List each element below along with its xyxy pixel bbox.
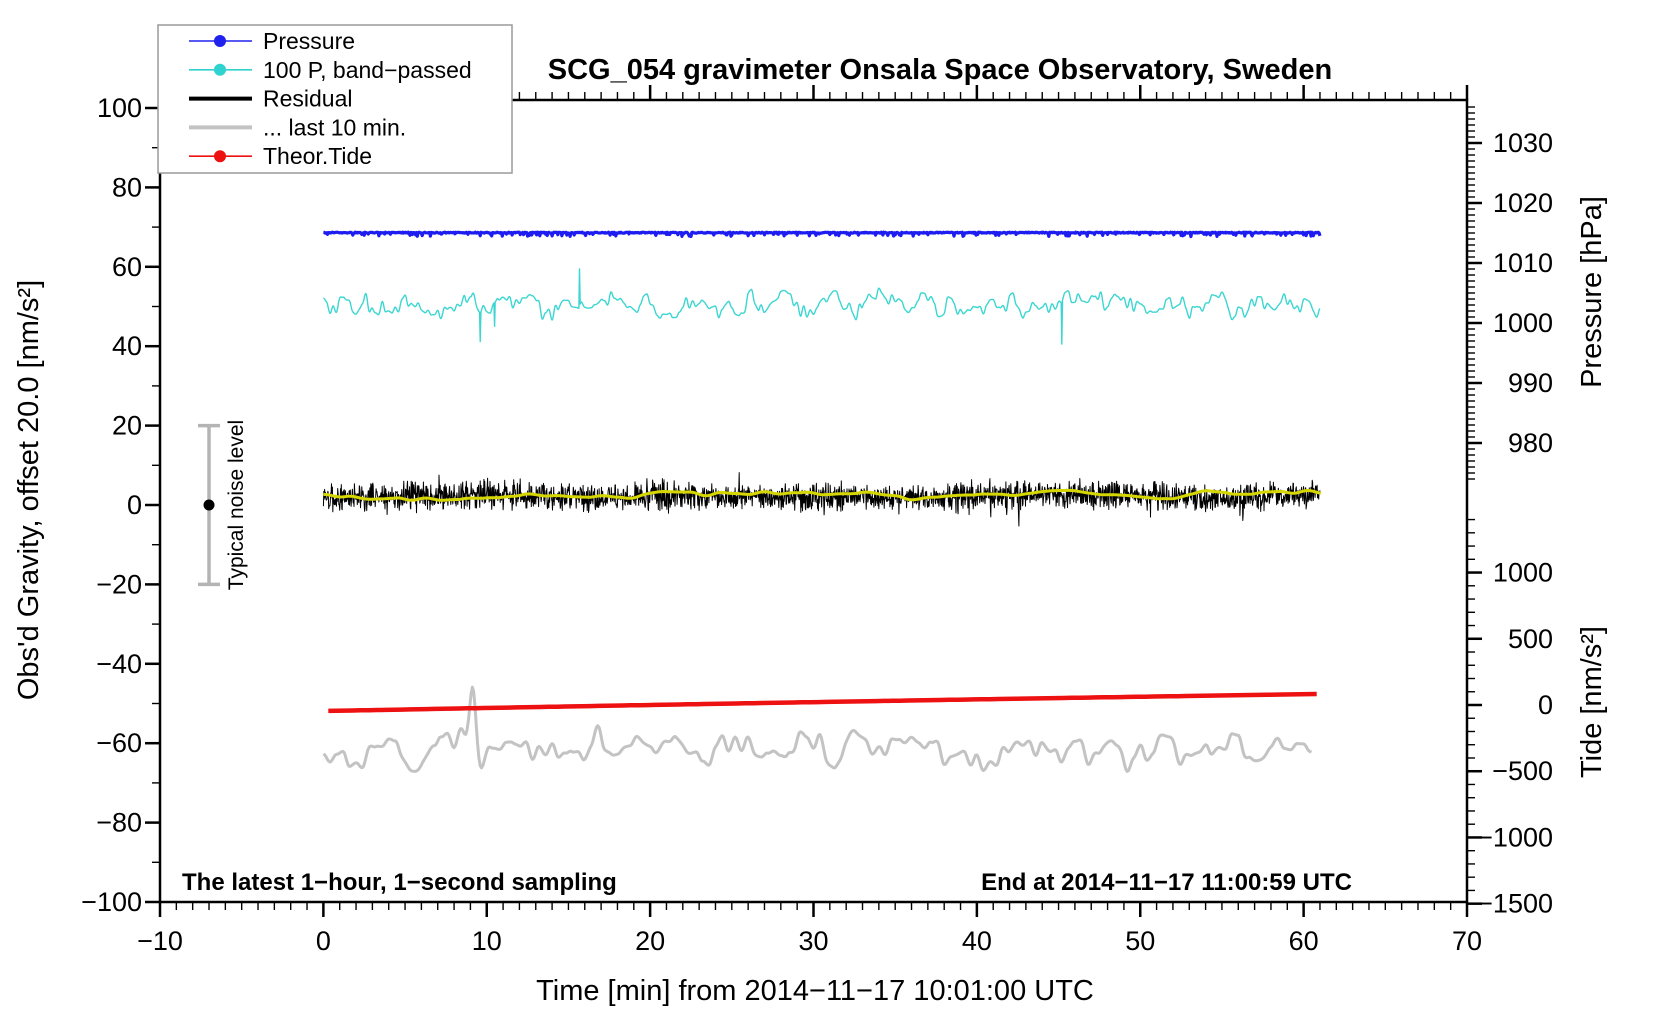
x-tick-label: 20 xyxy=(635,926,665,956)
pressure-tick-label: 1020 xyxy=(1493,188,1553,218)
x-axis-label: Time [min] from 2014−11−17 10:01:00 UTC xyxy=(536,975,1094,1007)
series-residual-smoothed xyxy=(323,488,1322,502)
noise-errorbar xyxy=(198,423,221,587)
legend-item-label: 100 P, band−passed xyxy=(263,57,472,83)
pressure-tick-label: 1010 xyxy=(1493,248,1553,278)
legend-item-label: ... last 10 min. xyxy=(263,114,406,140)
chart-title: SCG_054 gravimeter Onsala Space Observat… xyxy=(548,54,1332,86)
legend-item-label: Theor.Tide xyxy=(263,143,372,169)
x-tick-label: −10 xyxy=(137,926,183,956)
legend-item: 100 P, band−passed xyxy=(189,57,472,83)
y-left-tick-label: 60 xyxy=(112,252,142,282)
series-pressure xyxy=(322,230,1322,239)
y-left-tick-label: 20 xyxy=(112,411,142,441)
y-left-tick-label: −100 xyxy=(81,887,142,917)
legend-item-label: Residual xyxy=(263,86,353,112)
y-left-tick-label: 100 xyxy=(97,93,142,123)
tide-tick-label: −500 xyxy=(1492,756,1553,786)
tide-tick-label: 1000 xyxy=(1493,558,1553,588)
x-tick-label: 0 xyxy=(316,926,331,956)
legend-item: Residual xyxy=(189,86,353,112)
y-left-tick-label: −60 xyxy=(96,728,142,758)
tide-tick-label: −1000 xyxy=(1477,822,1553,852)
sampling-note: The latest 1−hour, 1−second sampling xyxy=(182,869,617,896)
end-note: End at 2014−11−17 11:00:59 UTC xyxy=(981,869,1352,896)
x-tick-label: 70 xyxy=(1452,926,1482,956)
legend-dot xyxy=(214,150,226,163)
y-left-tick-label: 80 xyxy=(112,172,142,202)
x-tick-label: 10 xyxy=(472,926,502,956)
x-tick-label: 30 xyxy=(798,926,828,956)
series-band-passed xyxy=(323,268,1321,345)
y-axis-left-label: Obs'd Gravity, offset 20.0 [nm/s²] xyxy=(13,280,45,700)
legend-item-label: Pressure xyxy=(263,28,355,54)
y-left-tick-label: −40 xyxy=(96,649,142,679)
legend-item: Pressure xyxy=(189,28,355,54)
noise-level-label: Typical noise level xyxy=(225,420,248,590)
plot-frame xyxy=(158,98,1469,904)
legend-item: ... last 10 min. xyxy=(189,114,406,140)
pressure-tick-label: 990 xyxy=(1508,368,1553,398)
pressure-tick-label: 1000 xyxy=(1493,308,1553,338)
pressure-axis-label: Pressure [hPa] xyxy=(1576,196,1608,388)
y-left-tick-label: 0 xyxy=(127,490,142,520)
y-left-tick-label: 40 xyxy=(112,331,142,361)
noise-errorbar-dot xyxy=(203,499,215,511)
x-tick-label: 60 xyxy=(1289,926,1319,956)
series-theor-tide xyxy=(328,691,1317,714)
legend-dot xyxy=(214,35,226,47)
series-last10min xyxy=(322,685,1313,773)
tide-tick-label: −1500 xyxy=(1477,889,1553,919)
legend-item: Theor.Tide xyxy=(189,143,372,169)
y-left-tick-label: −20 xyxy=(96,569,142,599)
pressure-tick-label: 980 xyxy=(1508,428,1553,458)
axes-layer: −10 0 10 20 30 40 50 60 70100806040200−20−40−60−… xyxy=(81,85,1553,956)
legend-dot xyxy=(214,63,226,76)
series-layer xyxy=(322,230,1322,773)
x-tick-label: 50 xyxy=(1125,926,1155,956)
tide-tick-label: 500 xyxy=(1508,624,1553,654)
y-left-tick-label: −80 xyxy=(96,808,142,838)
x-tick-label: 40 xyxy=(962,926,992,956)
pressure-tick-label: 1030 xyxy=(1493,128,1553,158)
tide-tick-label: 0 xyxy=(1538,690,1553,720)
tide-axis-label: Tide [nm/s²] xyxy=(1576,626,1608,778)
legend: Pressure 100 P, band−passed Residual... la… xyxy=(157,24,513,174)
